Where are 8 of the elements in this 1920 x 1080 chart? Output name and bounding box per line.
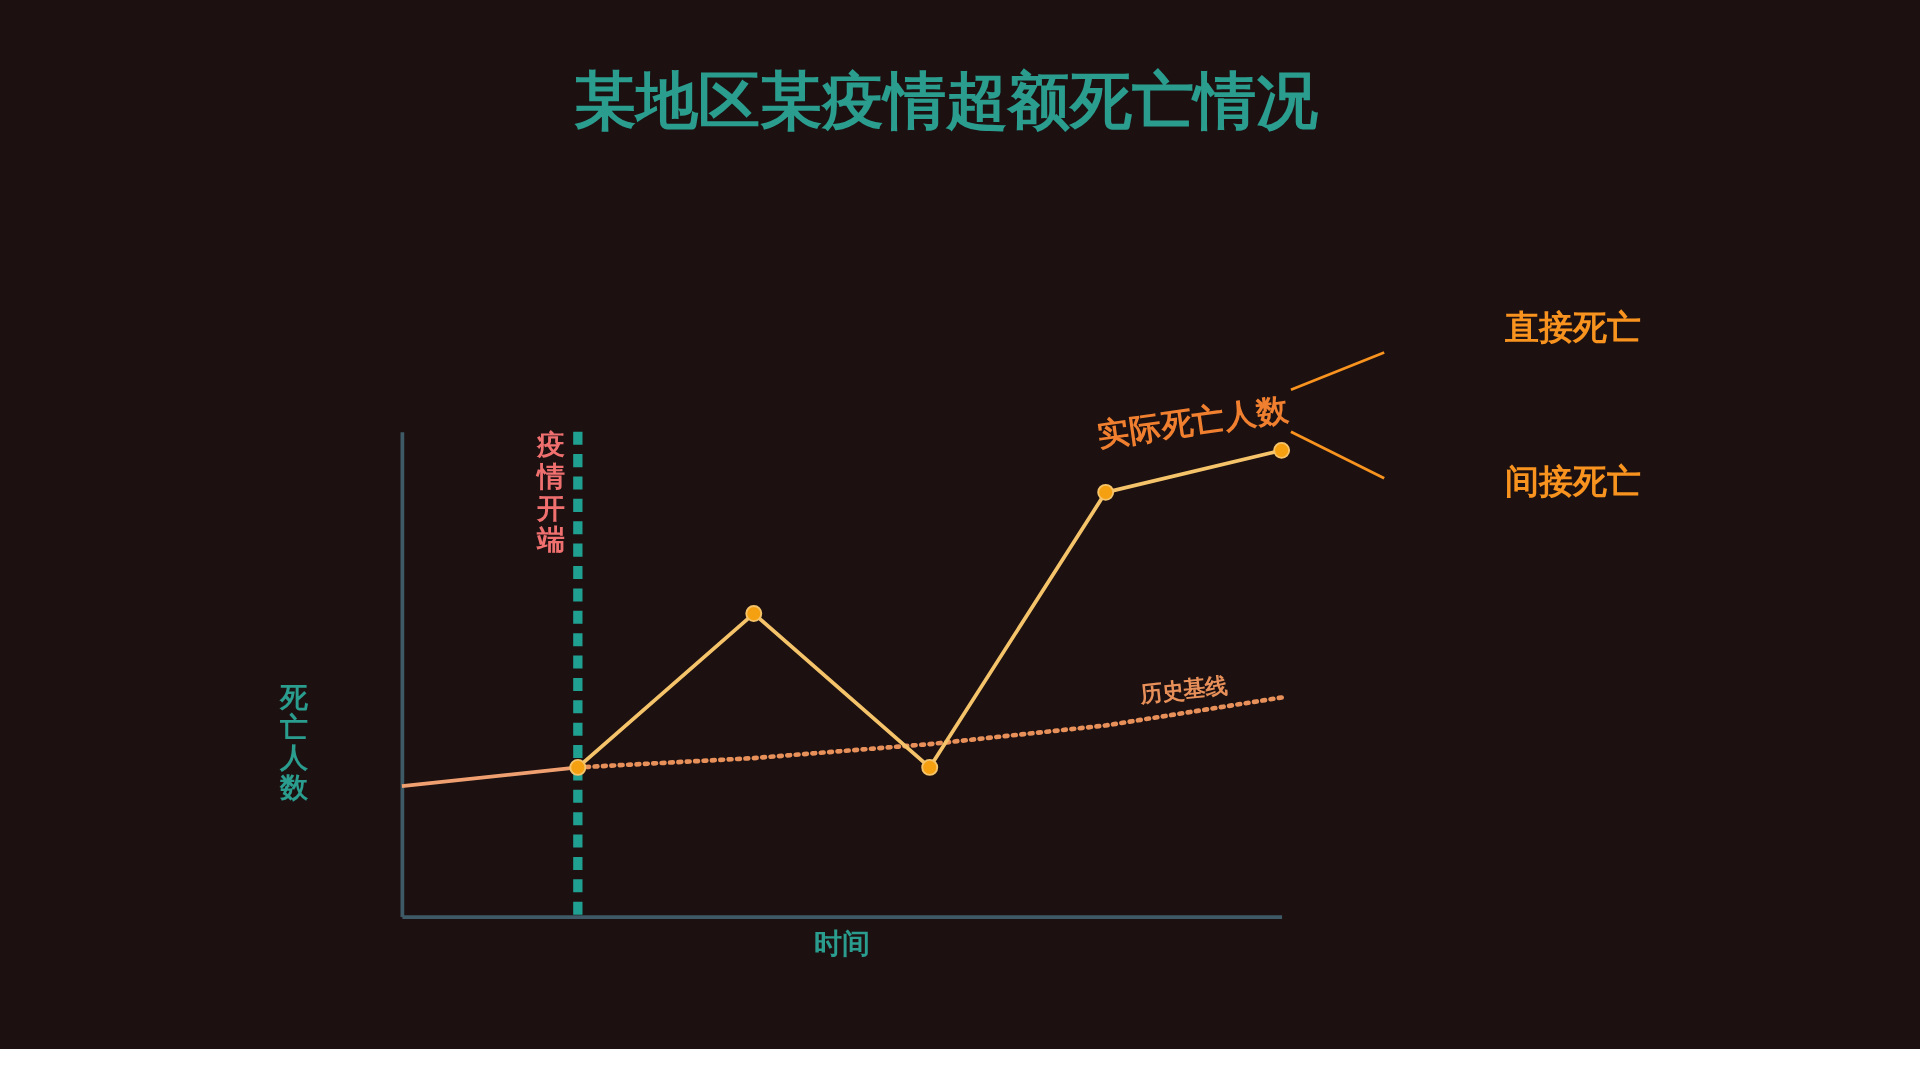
text: 历史基线 [1137,671,1229,708]
chart-title: 某地区某疫情超额死亡情况 [573,65,1318,138]
x-axis-title: 时间 [814,926,871,960]
text: 直接死亡 [1504,308,1642,348]
y-axis-title: 死亡人数 [279,681,310,804]
annotation: 疫情开端 [534,428,565,557]
text: 间接死亡 [1505,462,1642,502]
text: 实际死亡人数 [1095,390,1292,454]
